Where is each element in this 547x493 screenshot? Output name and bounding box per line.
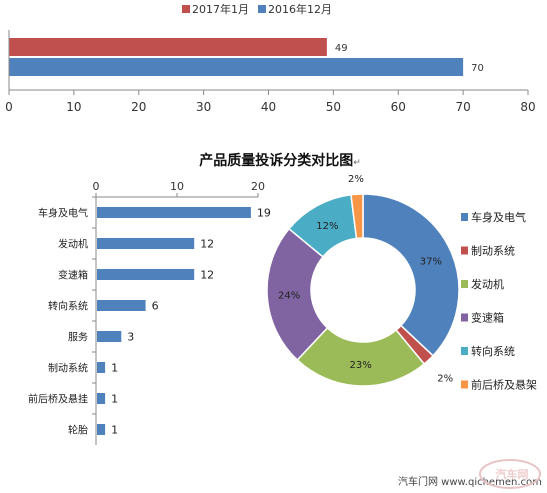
category-x-axis: 0 10 20 xyxy=(92,180,265,445)
top-bars: 49 70 xyxy=(9,38,484,76)
donut-legend-label-4: 转向系统 xyxy=(471,344,515,358)
category-bar-value-5: 1 xyxy=(111,362,118,375)
top-bar-value-1: 70 xyxy=(471,63,484,74)
donut-label-3: 24% xyxy=(278,291,300,302)
category-label-5: 制动系统 xyxy=(48,362,88,375)
donut-label-2: 23% xyxy=(350,360,372,371)
legend-label-1: 2016年12月 xyxy=(268,2,332,16)
top-bar-value-0: 49 xyxy=(335,43,348,54)
donut-slice-5 xyxy=(350,193,364,240)
legend-swatch-0 xyxy=(182,5,190,13)
legend-label-0: 2017年1月 xyxy=(192,2,249,16)
donut-legend-label-3: 变速箱 xyxy=(471,311,504,325)
legend-swatch-1 xyxy=(258,5,266,13)
top-tick-label-8: 80 xyxy=(520,100,535,114)
category-bar-4 xyxy=(97,331,122,342)
category-bar-6 xyxy=(97,393,106,404)
top-tick-label-1: 10 xyxy=(66,100,81,114)
chart-title: 产品质量投诉分类对比图↵ xyxy=(199,152,361,169)
donut-legend-swatch-4 xyxy=(461,347,468,355)
top-bar-0 xyxy=(9,38,327,56)
watermark-logo-icon xyxy=(479,459,541,489)
donut-slice-0 xyxy=(362,193,460,357)
top-tick-label-2: 20 xyxy=(131,100,146,114)
category-bar-value-2: 12 xyxy=(200,269,214,282)
donut-label-1: 2% xyxy=(437,373,453,384)
title-return-mark: ↵ xyxy=(353,158,361,168)
category-bar-value-7: 1 xyxy=(111,424,118,437)
category-bar-value-6: 1 xyxy=(111,393,118,406)
category-bars: 车身及电气 19 发动机 12 变速箱 12 转向系统 6 服务 3 制动系统 1 前后桥及悬挂 1 轮胎 1 xyxy=(28,207,271,437)
donut-legend-swatch-3 xyxy=(461,313,468,322)
watermark: 汽车门网 www.qichemen.com 汽车网 xyxy=(398,459,542,489)
top-tick-label-3: 30 xyxy=(196,100,211,114)
donut-legend-swatch-1 xyxy=(461,246,468,255)
comparison-bar-chart: 2017年1月 2016年12月 49 70 0 10 20 30 40 50 60 70 80 xyxy=(5,2,535,114)
donut-legend-swatch-2 xyxy=(461,280,468,288)
donut-chart: 37% 2% 23% 24% 12% 2% xyxy=(266,174,460,387)
donut-slices xyxy=(266,193,460,387)
watermark-text: 汽车门网 www.qichemen.com xyxy=(398,475,542,488)
top-tick-label-5: 50 xyxy=(326,100,341,114)
category-bar-7 xyxy=(97,424,106,435)
watermark-logo-text: 汽车网 xyxy=(496,467,529,481)
category-bar-5 xyxy=(97,362,106,373)
donut-labels: 37% 2% 23% 24% 12% 2% xyxy=(278,174,453,384)
category-bar-chart: 0 10 20 车身及电气 19 发动机 12 变速箱 12 转向系统 6 服务 3 制动系统 1 前后桥及… xyxy=(28,180,271,445)
donut-label-5: 2% xyxy=(348,174,364,185)
donut-legend-swatch-5 xyxy=(461,380,468,389)
category-bar-value-0: 19 xyxy=(257,207,271,220)
donut-label-4: 12% xyxy=(316,221,338,232)
category-bar-value-4: 3 xyxy=(127,331,134,344)
category-label-6: 前后桥及悬挂 xyxy=(28,393,88,406)
left-tick-label-0: 0 xyxy=(93,180,100,193)
donut-legend-label-5: 前后桥及悬架 xyxy=(471,378,537,392)
category-bar-value-3: 6 xyxy=(152,300,159,313)
category-label-1: 发动机 xyxy=(58,238,88,251)
top-tick-label-7: 70 xyxy=(455,100,470,114)
top-tick-label-6: 60 xyxy=(391,100,406,114)
donut-legend-swatch-0 xyxy=(461,213,468,221)
donut-label-0: 37% xyxy=(420,257,442,268)
top-tick-label-4: 40 xyxy=(261,100,276,114)
category-label-3: 转向系统 xyxy=(48,300,88,313)
category-label-2: 变速箱 xyxy=(58,269,88,282)
top-legend: 2017年1月 2016年12月 xyxy=(182,2,332,16)
category-bar-1 xyxy=(97,238,195,249)
top-x-axis: 0 10 20 30 40 50 60 70 80 xyxy=(5,30,536,114)
top-bar-1 xyxy=(9,58,464,76)
donut-legend-label-0: 车身及电气 xyxy=(471,210,526,224)
donut-legend-label-2: 发动机 xyxy=(471,277,504,291)
left-tick-label-1: 10 xyxy=(170,180,184,193)
category-bar-3 xyxy=(97,300,146,311)
left-tick-label-2: 20 xyxy=(251,180,265,193)
category-label-0: 车身及电气 xyxy=(38,207,88,220)
category-label-4: 服务 xyxy=(68,331,88,344)
top-tick-label-0: 0 xyxy=(5,100,13,114)
donut-legend-label-1: 制动系统 xyxy=(471,245,515,258)
category-label-7: 轮胎 xyxy=(68,424,88,437)
category-bar-2 xyxy=(97,269,195,280)
category-bar-value-1: 12 xyxy=(200,238,214,251)
category-bar-0 xyxy=(97,207,251,218)
